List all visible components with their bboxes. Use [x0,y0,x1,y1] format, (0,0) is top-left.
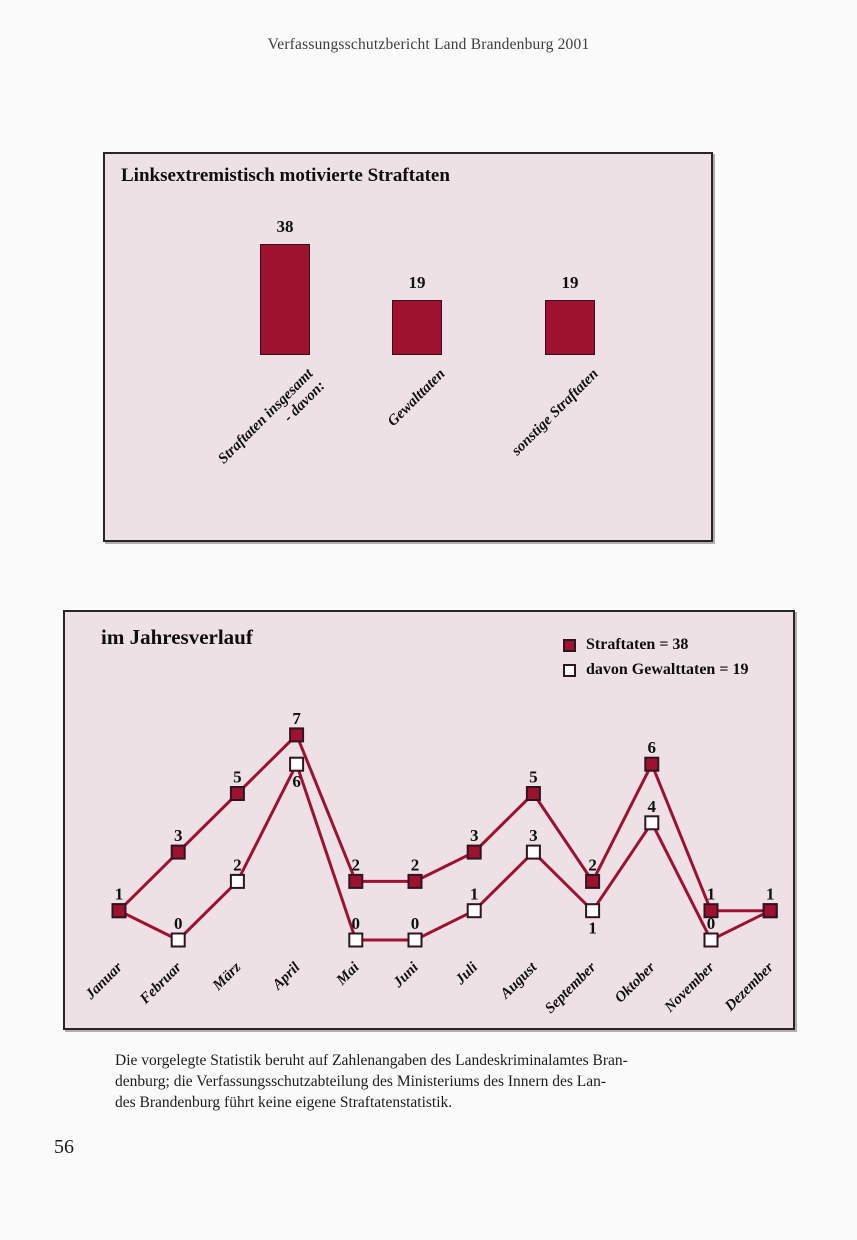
point-value-label: 0 [411,914,420,933]
point-value-label: 3 [174,826,183,845]
month-label: Mai [333,959,363,989]
bar [392,299,442,355]
bar-value-label: 19 [408,272,426,292]
line-chart-title: im Jahresverlauf [101,625,253,649]
point-value-label: 3 [529,826,538,845]
point-value-label: 5 [529,768,538,787]
point-value-label: 3 [470,826,479,845]
footnote-line: denburg; die Verfassungsschutzabteilung … [115,1073,607,1090]
month-label: Dezember [721,959,777,1015]
point-value-label: 7 [292,709,301,728]
data-point [289,727,305,743]
point-value-label: 1 [470,885,479,904]
bar [260,244,310,355]
month-label: September [542,959,599,1016]
point-value-label: 6 [648,738,657,757]
bar-category-label: sonstige Straftaten [508,366,602,459]
month-label: Oktober [612,959,659,1006]
month-label: Februar [136,959,185,1008]
bar-chart-title: Linksextremistisch motivierte Straftaten [121,165,450,186]
data-point [525,844,541,860]
legend-item-straftaten: Straftaten = 38 [563,636,748,654]
month-label: Juli [452,959,482,989]
data-point [407,932,423,948]
point-value-label: 1 [115,885,124,904]
point-value-label: 2 [411,855,420,874]
page-number: 56 [54,1136,74,1158]
point-value-label: 0 [174,914,183,933]
data-point [585,873,601,889]
data-point [703,903,719,919]
point-value-label: 6 [292,772,301,791]
month-label: Juni [390,959,423,992]
point-value-label: 2 [352,855,361,874]
footnote-line: des Brandenburg führt keine eigene Straf… [115,1094,453,1111]
line-chart-svg: Januar Februar März April Mai Juni Juli August S… [82,709,778,1017]
data-point [644,815,660,831]
page-header: Verfassungsschutzbericht Land Brandenbur… [267,36,590,53]
bar-value-label: 38 [276,217,294,237]
chart-legend: Straftaten = 38 davon Gewalttaten = 19 [563,636,748,679]
data-point [525,786,541,801]
point-value-label: 2 [588,855,597,874]
data-point [111,903,127,919]
point-value-label: 4 [648,797,657,816]
data-point [348,932,364,948]
data-point [703,932,719,948]
data-point [348,873,364,889]
point-value-label: 1 [707,885,716,904]
data-point [289,756,305,772]
point-value-label: 0 [352,914,361,933]
series-line [118,760,771,943]
point-value-label: 1 [766,885,775,904]
data-point [762,903,778,919]
point-value-label: 2 [233,855,242,874]
month-label: April [269,959,304,994]
series-line [117,732,771,913]
month-label: November [661,959,718,1016]
open-square-marker-icon [563,663,576,677]
footnote: Die vorgelegte Statistik beruht auf Zahl… [115,1050,775,1113]
data-point [229,873,245,889]
line-chart-panel: im Jahresverlauf Straftaten = 38 davon G… [63,610,795,1030]
bar-chart-panel: Linksextremistisch motivierte Straftaten… [103,152,713,542]
data-point [407,873,423,889]
month-label: Januar [82,959,126,1003]
bar-category-label: Gewalttaten [384,366,449,430]
data-point [466,844,482,860]
bar [545,299,595,355]
point-value-label: 0 [707,914,716,933]
month-label: März [209,959,244,994]
data-point [466,903,482,919]
legend-item-gewalttaten: davon Gewalttaten = 19 [563,661,748,679]
filled-square-marker-icon [563,638,576,652]
data-point [170,932,186,948]
month-label: August [497,959,541,1003]
legend-label: Straftaten = 38 [586,636,689,653]
line-chart-plot: Januar Februar März April Mai Juni Juli August S… [65,612,793,1028]
point-value-label: 5 [233,768,242,787]
data-point [170,844,186,860]
footnote-line: Die vorgelegte Statistik beruht auf Zahl… [115,1052,628,1069]
data-point [644,756,660,772]
legend-label: davon Gewalttaten = 19 [586,661,749,678]
data-point [229,786,245,801]
bar-category-label: Straftaten insgesamt - davon: [215,366,329,468]
data-point [585,903,601,919]
point-value-label: 1 [588,919,597,938]
bar-value-label: 19 [561,272,579,292]
bar-chart-plot: 38 Straftaten insgesamt - davon: 19 Gewaltt… [105,154,711,540]
